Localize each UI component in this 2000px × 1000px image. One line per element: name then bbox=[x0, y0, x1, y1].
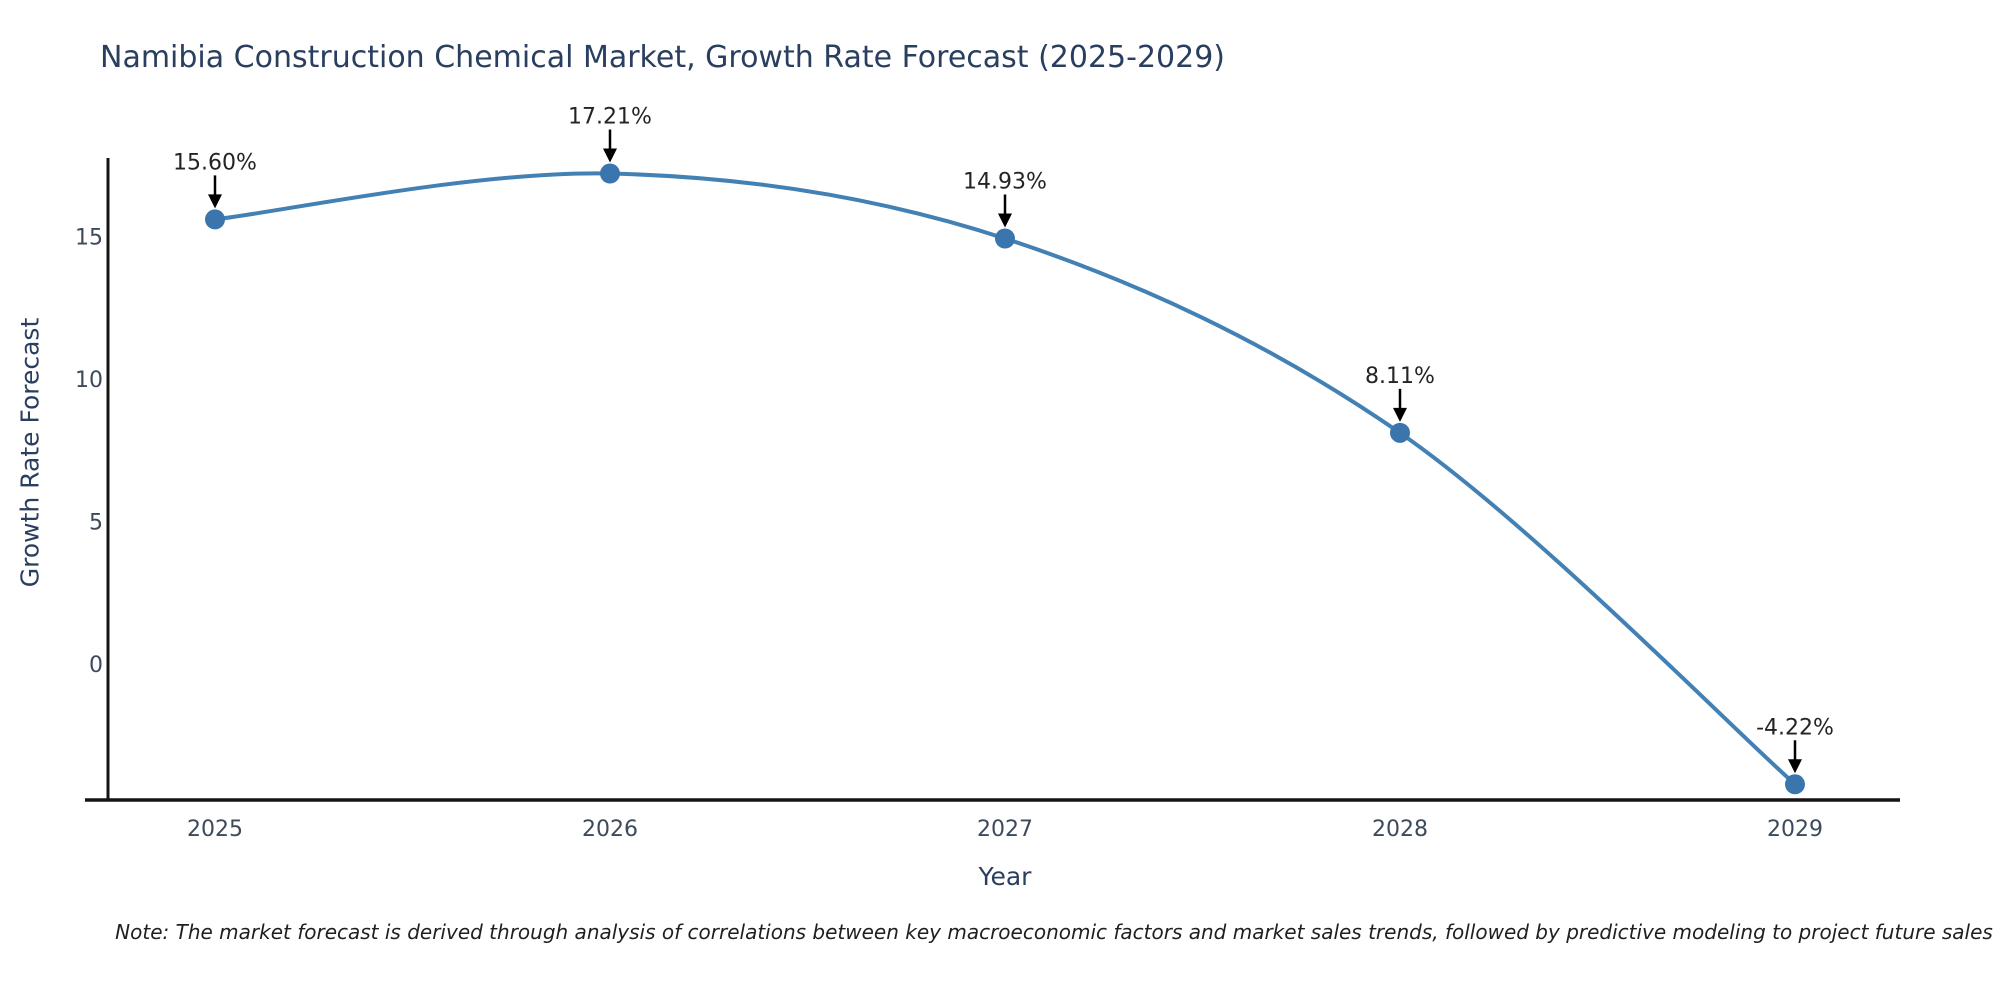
point-label: 14.93% bbox=[963, 169, 1047, 194]
data-point-2027 bbox=[995, 228, 1015, 249]
data-point-2025 bbox=[205, 209, 225, 230]
x-axis-title: Year bbox=[978, 862, 1032, 891]
annotation-arrowhead bbox=[603, 148, 617, 163]
data-point-2026 bbox=[600, 163, 620, 184]
y-tick-label: 15 bbox=[75, 226, 103, 251]
y-tick-label: 5 bbox=[89, 511, 103, 536]
annotation-arrowhead bbox=[208, 194, 222, 209]
forecast-curve bbox=[214, 171, 1797, 786]
data-point-2028 bbox=[1390, 422, 1410, 443]
point-label: -4.22% bbox=[1756, 715, 1834, 740]
point-label: 17.21% bbox=[568, 105, 652, 130]
y-tick-label: 0 bbox=[89, 653, 103, 678]
annotation-arrowhead bbox=[1393, 407, 1407, 422]
x-tick-label: 2026 bbox=[582, 817, 638, 842]
data-point-2029 bbox=[1785, 774, 1805, 795]
forecast-note: Note: The market forecast is derived thr… bbox=[115, 920, 1993, 944]
point-label: 8.11% bbox=[1365, 364, 1435, 389]
point-label: 15.60% bbox=[173, 150, 257, 175]
x-tick-label: 2028 bbox=[1372, 817, 1428, 842]
chart-title: Namibia Construction Chemical Market, Gr… bbox=[100, 40, 1226, 75]
y-tick-label: 10 bbox=[75, 368, 103, 393]
annotation-arrowhead bbox=[998, 213, 1012, 228]
annotation-arrowhead bbox=[1788, 759, 1802, 774]
x-tick-label: 2027 bbox=[977, 817, 1033, 842]
x-tick-label: 2029 bbox=[1767, 817, 1823, 842]
x-tick-label: 2025 bbox=[187, 817, 243, 842]
